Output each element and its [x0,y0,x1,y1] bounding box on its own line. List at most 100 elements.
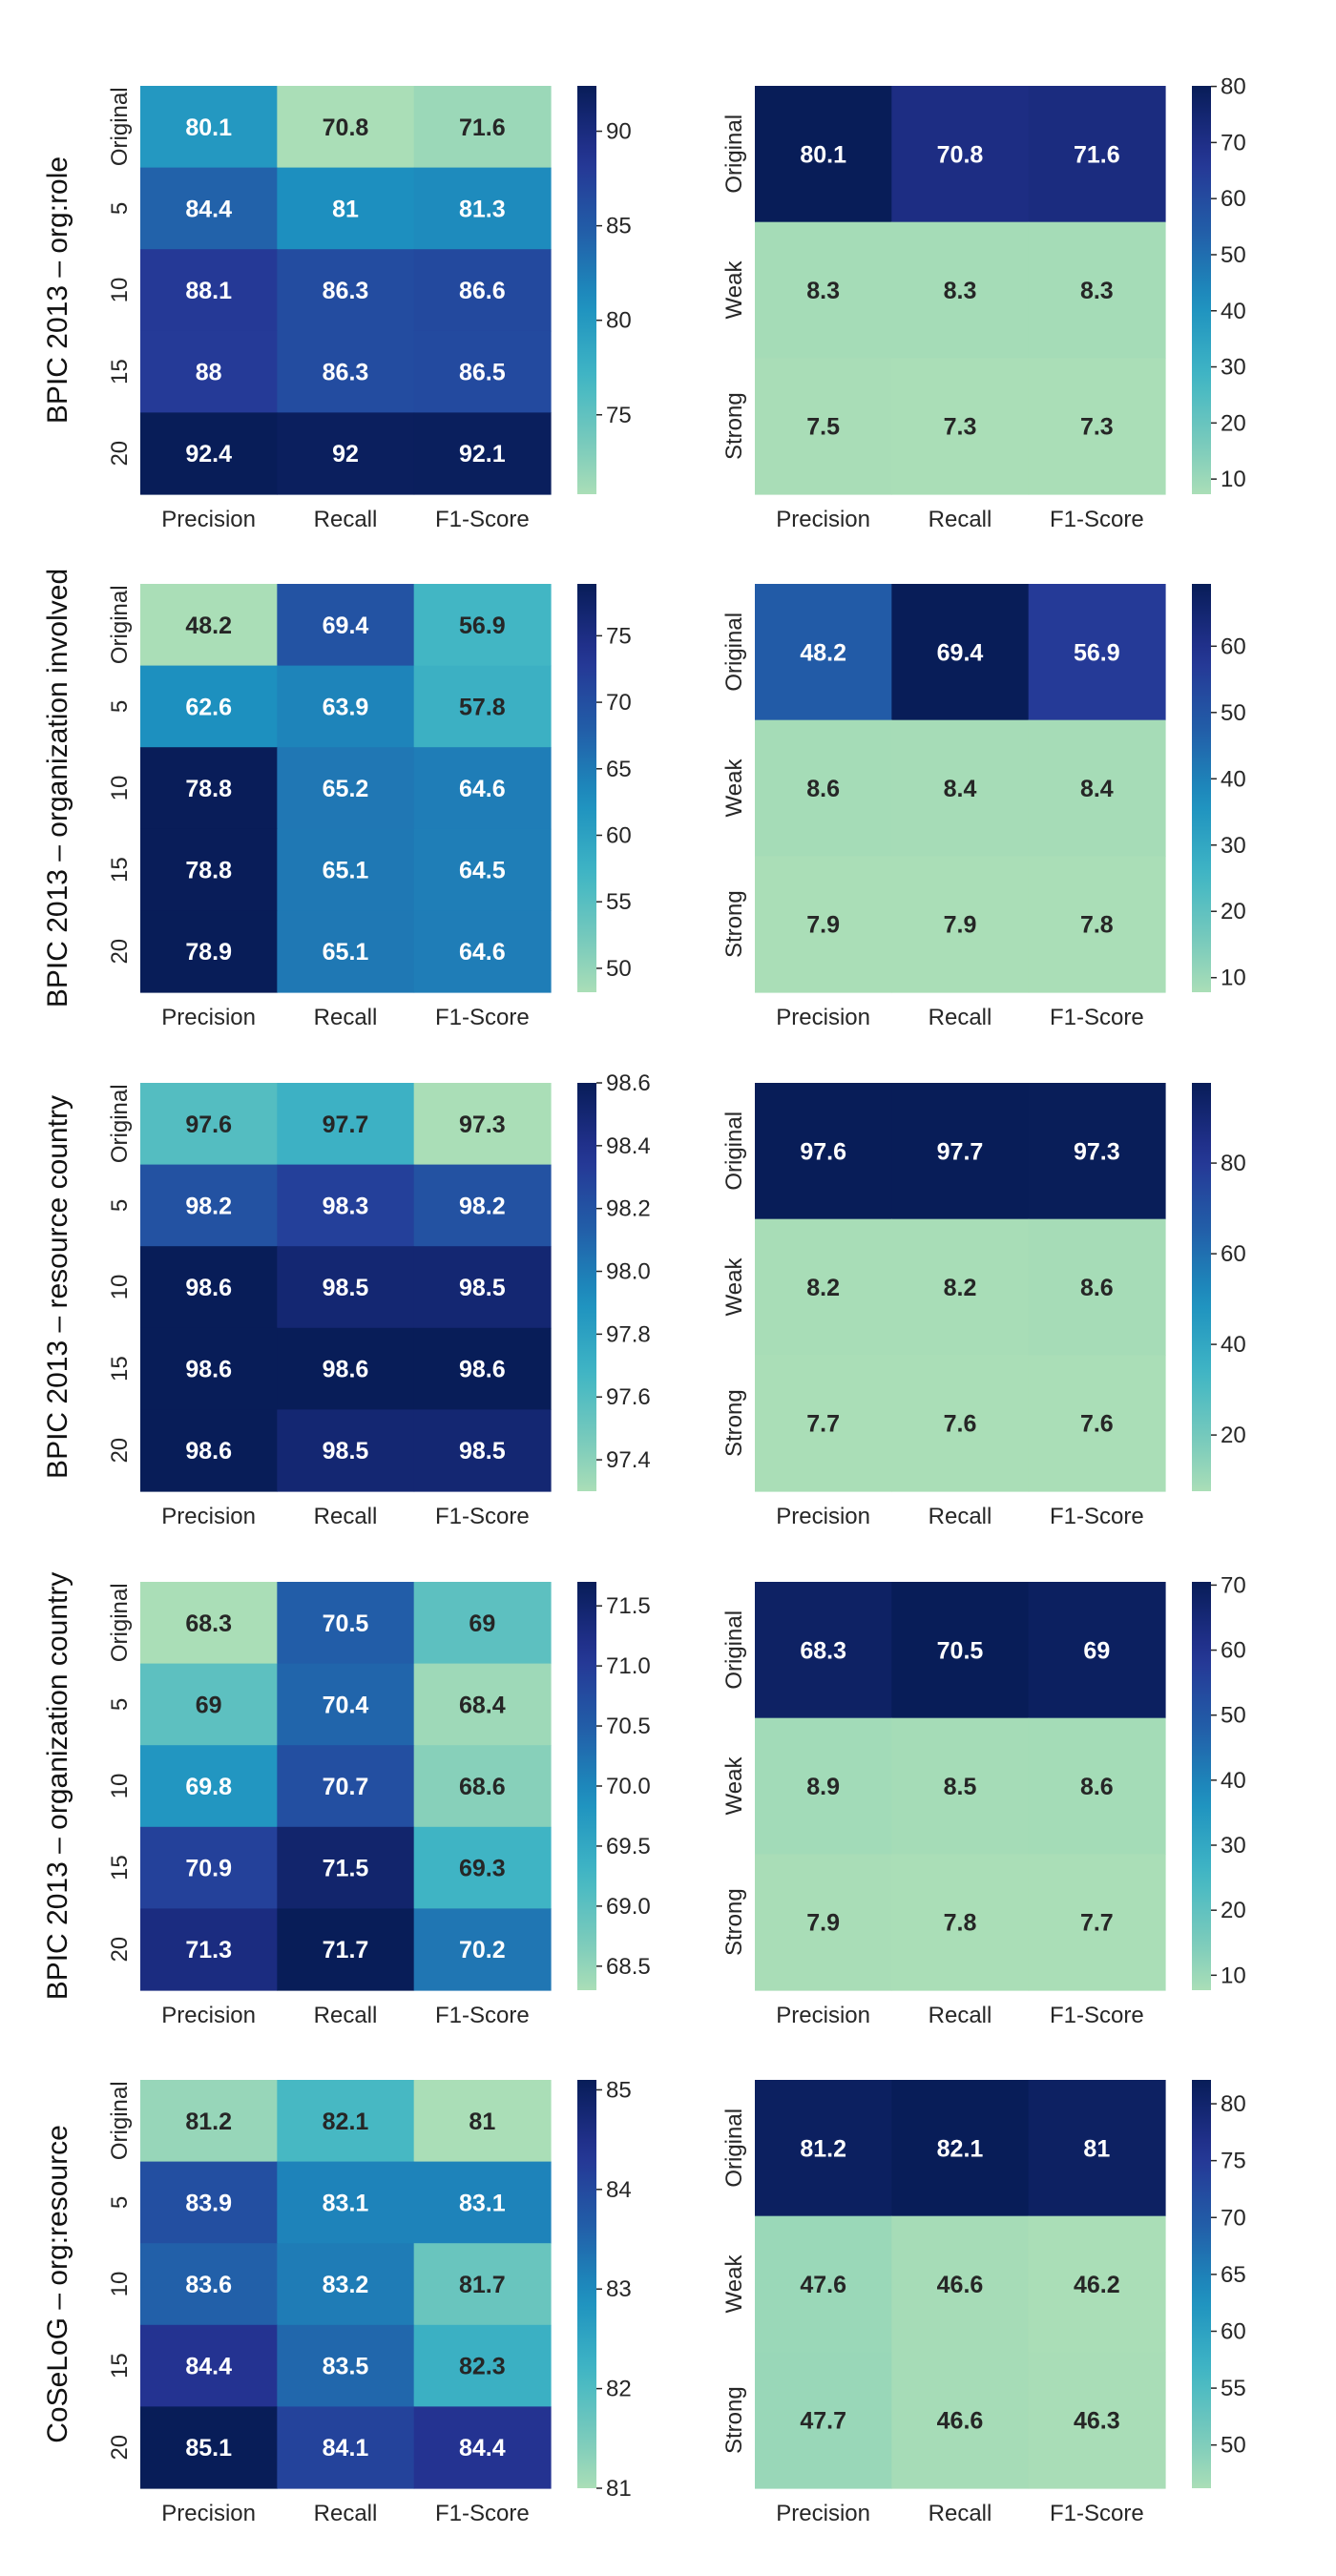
colorbar-tick-label: 30 [1221,833,1246,859]
cell-value-label: 83.1 [459,2190,506,2216]
row-tick-label: 20 [107,939,133,965]
cell-value-label: 70.5 [323,1610,369,1637]
cell-value-label: 8.2 [806,1275,840,1301]
heatmap-panel: 97.6 97.7 97.3 8.2 8.2 8.6 7.7 7.6 7.6 Original We… [721,1083,1246,1529]
cell-value-label: 70.7 [323,1774,369,1800]
cell-value-label: 46.6 [937,2272,984,2298]
colorbar-tick-label: 90 [606,119,632,145]
cell-value-label: 70.5 [937,1637,984,1664]
cell-value-label: 63.9 [323,694,369,720]
heatmap-cell [277,2161,415,2244]
column-tick-label: F1-Score [1050,2003,1144,2028]
colorbar-tick-label: 65 [606,757,632,782]
colorbar-tick-label: 50 [606,956,632,982]
heatmap-cell [1028,719,1166,857]
cell-value-label: 83.2 [323,2272,369,2298]
heatmap-cell [1028,584,1166,721]
cell-value-label: 64.6 [459,939,506,966]
colorbar [1192,2080,1211,2488]
column-tick-label: F1-Score [1050,507,1144,532]
heatmap-cell [413,828,552,911]
row-tick-label: Weak [721,1756,747,1816]
row-tick-label: Strong [721,890,747,958]
cell-value-label: 56.9 [459,613,506,639]
cell-value-label: 71.7 [323,1937,369,1963]
row-tick-label: Strong [721,392,747,460]
cell-value-label: 88 [196,360,222,386]
heatmap-cell [413,1582,552,1665]
row-tick-label: Original [107,2081,133,2160]
cell-value-label: 70.9 [185,1856,232,1882]
row-tick-label: 10 [107,278,133,303]
row-tick-label: 10 [107,1774,133,1799]
heatmap-cell [140,86,278,169]
heatmap-cell [277,167,415,250]
cell-value-label: 69.4 [323,613,369,639]
heatmap-cell [413,1908,552,1991]
cell-value-label: 83.9 [185,2190,232,2216]
cell-value-label: 8.4 [944,776,977,802]
cell-value-label: 62.6 [185,694,232,720]
heatmap-cell [755,1854,892,1991]
colorbar-tick-label: 70 [606,690,632,716]
colorbar-tick-label: 70 [1221,1572,1246,1598]
heatmap-cell [413,2243,552,2326]
colorbar-tick-label: 75 [606,403,632,428]
heatmap-cell [277,665,415,748]
column-tick-label: Precision [161,1504,256,1529]
colorbar [1192,584,1211,992]
row-tick-label: Original [721,1111,747,1191]
colorbar-tick-label: 60 [1221,2318,1246,2344]
heatmap-cell [1028,86,1166,223]
cell-value-label: 7.5 [806,414,840,441]
heatmap-cell [891,1717,1030,1855]
cell-value-label: 98.6 [185,1275,232,1301]
heatmap-panel: 97.6 97.7 97.3 98.2 98.3 98.2 98.6 98.5 98.5 98.6… [42,1070,651,1529]
panel-row-title: CoSeLoG – org:resource [42,2125,73,2443]
heatmap-cell [755,2080,892,2217]
row-tick-label: 10 [107,2272,133,2297]
column-tick-label: F1-Score [1050,1504,1144,1529]
colorbar-tick-label: 70 [1221,130,1246,156]
heatmap-cell [891,1854,1030,1991]
column-tick-label: Precision [161,2003,256,2028]
heatmap-cell [413,86,552,169]
cell-value-label: 7.8 [1080,912,1114,939]
heatmap-cell [140,1663,278,1746]
column-tick-label: Precision [776,2003,870,2028]
row-tick-label: Original [721,114,747,194]
heatmap-cell [755,719,892,857]
cell-value-label: 7.6 [944,1411,977,1438]
cell-value-label: 7.7 [1080,1910,1114,1937]
heatmap-cell [891,584,1030,721]
row-tick-label: Strong [721,1888,747,1956]
heatmap-cell [755,1355,892,1492]
colorbar-tick-label: 81 [606,2476,632,2502]
cell-value-label: 82.3 [459,2354,506,2380]
colorbar-tick-label: 68.5 [606,1954,651,1980]
heatmap-cell [1028,1355,1166,1492]
heatmap-cell [755,584,892,721]
cell-value-label: 69.3 [459,1856,506,1882]
cell-value-label: 69.8 [185,1774,232,1800]
heatmap-cell [140,249,278,332]
colorbar-tick-label: 50 [1221,700,1246,726]
cell-value-label: 48.2 [185,613,232,639]
cell-value-label: 7.3 [1080,414,1114,441]
heatmap-cell [413,1083,552,1166]
cell-value-label: 92.4 [185,441,232,467]
heatmap-cell [140,1409,278,1492]
heatmap-cell [277,584,415,667]
panel-row-title: BPIC 2013 – organization involved [42,569,73,1008]
cell-value-label: 98.6 [323,1357,369,1383]
cell-value-label: 86.3 [323,360,369,386]
heatmap-cell [1028,1717,1166,1855]
column-tick-label: F1-Score [1050,2501,1144,2526]
column-tick-label: Precision [776,1005,870,1030]
cell-value-label: 98.5 [459,1275,506,1301]
column-tick-label: Precision [776,1504,870,1529]
heatmap-cell [1028,1854,1166,1991]
colorbar-tick-label: 30 [1221,1833,1246,1859]
colorbar-tick-label: 20 [1221,410,1246,436]
row-tick-label: Original [721,613,747,692]
